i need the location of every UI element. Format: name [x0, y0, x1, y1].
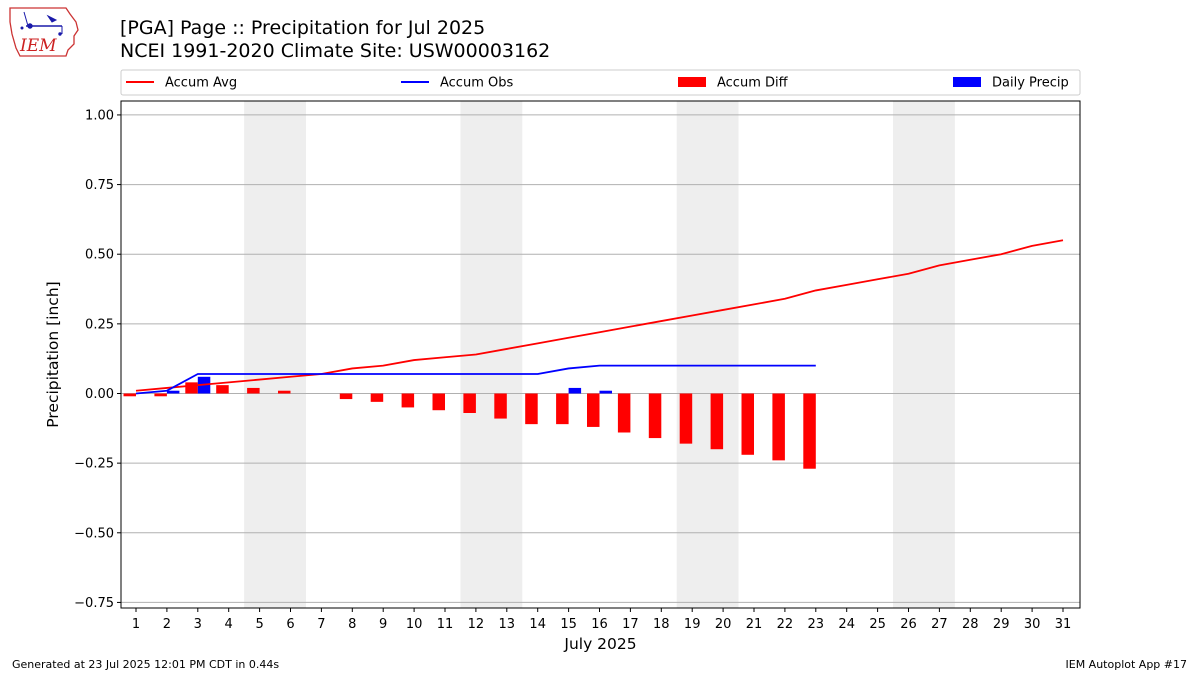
x-tick-label: 29 [993, 617, 1010, 632]
x-tick-label: 20 [715, 617, 732, 632]
generated-timestamp: Generated at 23 Jul 2025 12:01 PM CDT in… [12, 658, 280, 671]
accum-diff-bar [216, 385, 229, 394]
x-tick-label: 26 [900, 617, 917, 632]
accum-diff-bar [679, 393, 693, 444]
daily-precip-bar [568, 387, 582, 394]
legend-label-accum-obs: Accum Obs [440, 76, 513, 91]
x-tick-label: 9 [379, 617, 387, 632]
x-tick-label: 7 [317, 617, 325, 632]
weekend-shade [244, 101, 306, 608]
y-tick-label: 0.50 [85, 248, 114, 263]
accum-diff-bar [648, 393, 662, 439]
x-tick-label: 16 [591, 617, 608, 632]
accum-diff-bar [123, 393, 136, 397]
x-tick-label: 8 [348, 617, 356, 632]
x-axis-label: July 2025 [563, 635, 636, 653]
accum-diff-bar [463, 393, 476, 413]
x-tick-label: 6 [286, 617, 294, 632]
accum-diff-bar [185, 382, 198, 394]
accum-diff-bar [772, 393, 785, 461]
accum-diff-bar [370, 393, 384, 402]
chart-subtitle: NCEI 1991-2020 Climate Site: USW00003162 [120, 40, 551, 62]
plot-frame [120, 100, 1081, 609]
daily-precip-bar [599, 390, 612, 394]
y-tick-label: 1.00 [85, 108, 114, 123]
accum-diff-bar [278, 390, 291, 394]
iem-logo: IEM [9, 7, 79, 57]
daily-precip-bar [166, 390, 180, 394]
legend-label-accum-diff: Accum Diff [717, 76, 789, 91]
x-tick-label: 22 [777, 617, 794, 632]
weekend-shade [893, 101, 955, 608]
legend-swatch-accum-diff [678, 77, 706, 87]
accum-obs-line [135, 364, 816, 395]
x-tick-label: 1 [132, 617, 140, 632]
x-tick-label: 5 [255, 617, 263, 632]
accum-diff-bar [587, 393, 600, 427]
weather-station-icon [20, 11, 63, 36]
x-tick-label: 24 [838, 617, 855, 632]
legend-label-accum-avg: Accum Avg [165, 76, 237, 91]
x-tick-label: 31 [1055, 617, 1072, 632]
x-tick-label: 15 [560, 617, 577, 632]
x-tick-label: 25 [869, 617, 886, 632]
y-tick-label: −0.75 [74, 596, 114, 611]
x-tick-label: 23 [808, 617, 825, 632]
accum-diff-bar [432, 393, 445, 411]
x-tick-label: 12 [468, 617, 485, 632]
x-tick-label: 27 [931, 617, 948, 632]
legend-swatch-daily-precip [953, 77, 981, 87]
accum-diff-bar [247, 387, 260, 394]
x-tick-label: 28 [962, 617, 979, 632]
x-tick-label: 21 [746, 617, 763, 632]
weekend-shade [676, 101, 739, 608]
accum-diff-bar [803, 393, 816, 469]
x-tick-label: 19 [684, 617, 701, 632]
logo-text: IEM [19, 36, 57, 56]
accum-avg-line [135, 239, 1064, 392]
x-tick-label: 11 [437, 617, 454, 632]
accum-diff-bar [401, 393, 415, 408]
x-tick-label: 30 [1024, 617, 1041, 632]
y-axis-label: Precipitation [inch] [44, 281, 62, 427]
x-tick-label: 17 [622, 617, 639, 632]
legend-label-daily-precip: Daily Precip [992, 76, 1069, 91]
accum-diff-bar [556, 393, 569, 425]
x-tick-label: 4 [225, 617, 233, 632]
accum-diff-bar [525, 393, 538, 425]
accum-diff-bar [154, 393, 167, 397]
y-tick-label: −0.25 [74, 457, 114, 472]
x-tick-label: 2 [163, 617, 171, 632]
chart-title: [PGA] Page :: Precipitation for Jul 2025 [120, 17, 486, 39]
y-tick-label: 0.25 [85, 317, 114, 332]
accum-diff-bar [617, 393, 631, 433]
y-tick-label: 0.75 [85, 178, 114, 193]
iowa-state-outline [9, 7, 79, 57]
autoplot-app-label: IEM Autoplot App #17 [1065, 658, 1188, 671]
x-tick-label: 13 [499, 617, 516, 632]
x-tick-label: 18 [653, 617, 670, 632]
accum-diff-bar [741, 393, 754, 455]
y-tick-label: 0.00 [85, 387, 114, 402]
x-tick-label: 14 [529, 617, 546, 632]
x-tick-label: 3 [194, 617, 202, 632]
accum-diff-bar [339, 393, 353, 400]
legend-box [120, 69, 1081, 96]
x-tick-label: 10 [406, 617, 423, 632]
accum-diff-bar [494, 393, 507, 419]
y-tick-label: −0.50 [74, 526, 114, 541]
accum-diff-bar [710, 393, 724, 450]
